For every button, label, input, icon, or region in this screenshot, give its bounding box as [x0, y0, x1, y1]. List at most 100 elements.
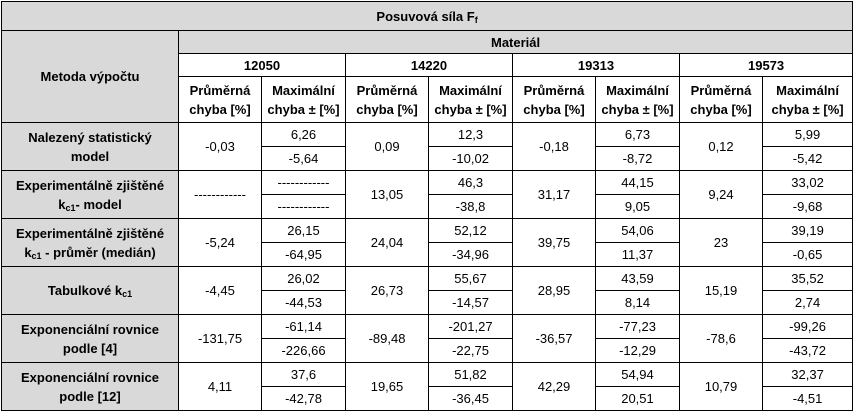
avg-error-cell: 24,04	[345, 218, 429, 267]
max-error-header-line1: Maximální	[272, 82, 335, 98]
method-label-line2: model	[70, 148, 110, 164]
avg-error-cell: 31,17	[512, 170, 596, 219]
max-error-top-cell: 39,19	[761, 218, 853, 243]
material-header: Materiál	[177, 30, 853, 54]
max-error-header: Maximální chyba ± [%]	[428, 76, 513, 123]
table-title-text: Posuvová síla F	[376, 8, 475, 24]
avg-error-header-line1: Průměrná	[356, 82, 418, 98]
max-error-header: Maximální chyba ± [%]	[595, 76, 680, 123]
max-error-bottom-cell: 20,51	[595, 386, 680, 411]
table-title: Posuvová síla Ff	[0, 1, 853, 31]
avg-error-cell: 4,11	[178, 362, 262, 411]
max-error-top-cell: 37,6	[261, 362, 346, 387]
avg-error-cell: 0,12	[679, 122, 763, 171]
method-label-symbol: k	[58, 196, 66, 212]
max-error-bottom-cell: -43,72	[761, 338, 853, 363]
avg-error-header-line1: Průměrná	[189, 82, 251, 98]
max-error-bottom-cell: -5,42	[761, 146, 853, 171]
avg-error-header-line2: chyba [%]	[690, 101, 752, 117]
max-error-bottom-cell: -42,78	[261, 386, 346, 411]
max-error-header-line1: Maximální	[439, 82, 502, 98]
avg-error-header-line1: Průměrná	[523, 82, 585, 98]
method-label-line2: - průměr (medián)	[41, 244, 156, 260]
material-name: 19573	[678, 53, 853, 77]
avg-error-cell: -5,24	[178, 218, 262, 267]
max-error-bottom-cell: -10,02	[428, 146, 513, 171]
avg-error-cell: 19,65	[345, 362, 429, 411]
method-label-line1: Tabulkové k	[47, 283, 123, 298]
max-error-bottom-cell: -12,29	[595, 338, 680, 363]
max-error-header: Maximální chyba ± [%]	[261, 76, 346, 123]
method-label-line1: Experimentálně zjištěné	[15, 225, 165, 241]
avg-error-cell: 23	[679, 218, 763, 267]
avg-error-cell: 26,73	[345, 266, 429, 315]
max-error-top-cell: 26,15	[261, 218, 346, 243]
max-error-top-cell: -99,26	[761, 314, 853, 339]
max-error-header: Maximální chyba ± [%]	[761, 76, 853, 123]
max-error-bottom-cell: -38,8	[428, 194, 513, 219]
method-label-line1: Nalezený statistický	[28, 129, 152, 145]
method-label-line1: Exponenciální rovnice	[21, 369, 159, 385]
avg-error-cell: -89,48	[345, 314, 429, 363]
method-label: Exponenciální rovnice podle [4]	[1, 314, 179, 363]
method-label-subscript: c1	[31, 250, 42, 261]
max-error-bottom-cell: -0,65	[761, 242, 853, 267]
max-error-header-line2: chyba ± [%]	[601, 101, 674, 117]
avg-error-header-line2: chyba [%]	[523, 101, 585, 117]
max-error-bottom-cell: 2,74	[761, 290, 853, 315]
max-error-top-cell: 6,73	[595, 122, 680, 147]
max-error-top-cell: -201,27	[428, 314, 513, 339]
avg-error-header: Průměrná chyba [%]	[679, 76, 763, 123]
avg-error-cell: 10,79	[679, 362, 763, 411]
max-error-top-cell: -77,23	[595, 314, 680, 339]
method-label-line2: podle [12]	[59, 388, 121, 404]
max-error-bottom-cell: -5,64	[261, 146, 346, 171]
max-error-header-line2: chyba ± [%]	[267, 101, 340, 117]
avg-error-cell: 28,95	[512, 266, 596, 315]
table-title-subscript: f	[474, 14, 478, 25]
max-error-header-line1: Maximální	[776, 82, 839, 98]
max-error-top-cell: 46,3	[428, 170, 513, 195]
max-error-top-cell: 55,67	[428, 266, 513, 291]
material-name: 12050	[178, 53, 346, 77]
max-error-top-cell: 52,12	[428, 218, 513, 243]
max-error-top-cell: 33,02	[761, 170, 853, 195]
avg-error-cell: 9,24	[679, 170, 763, 219]
max-error-bottom-cell: 9,05	[595, 194, 680, 219]
method-label: Exponenciální rovnice podle [12]	[1, 362, 179, 411]
max-error-bottom-cell: -226,66	[261, 338, 346, 363]
max-error-top-cell: 32,37	[761, 362, 853, 387]
max-error-top-cell: 43,59	[595, 266, 680, 291]
avg-error-header-line2: chyba [%]	[189, 101, 251, 117]
avg-error-cell: ------------	[178, 170, 262, 219]
method-label-subscript: c1	[65, 202, 76, 213]
max-error-bottom-cell: ------------	[261, 194, 346, 219]
avg-error-header: Průměrná chyba [%]	[178, 76, 262, 123]
max-error-header-line1: Maximální	[606, 82, 669, 98]
max-error-bottom-cell: -22,75	[428, 338, 513, 363]
avg-error-cell: -131,75	[178, 314, 262, 363]
method-label-line1: Exponenciální rovnice	[21, 321, 159, 337]
method-label-symbol: k	[24, 244, 32, 260]
max-error-bottom-cell: -9,68	[761, 194, 853, 219]
method-label: Tabulkové kc1	[1, 266, 179, 315]
material-name: 19313	[512, 53, 680, 77]
avg-error-cell: 15,19	[679, 266, 763, 315]
method-label-line1: Experimentálně zjištěné	[15, 177, 165, 193]
max-error-bottom-cell: 8,14	[595, 290, 680, 315]
max-error-top-cell: 6,26	[261, 122, 346, 147]
max-error-header-line2: chyba ± [%]	[771, 101, 844, 117]
method-label-line2: podle [4]	[62, 340, 118, 356]
max-error-top-cell: 54,06	[595, 218, 680, 243]
avg-error-header-line1: Průměrná	[690, 82, 752, 98]
method-label: Experimentálně zjištěné kc1 - průměr (med…	[1, 218, 179, 267]
avg-error-cell: 42,29	[512, 362, 596, 411]
max-error-top-cell: 51,82	[428, 362, 513, 387]
max-error-top-cell: 44,15	[595, 170, 680, 195]
avg-error-header: Průměrná chyba [%]	[345, 76, 429, 123]
method-header: Metoda výpočtu	[1, 30, 179, 123]
avg-error-cell: 39,75	[512, 218, 596, 267]
method-label: Nalezený statistický model	[1, 122, 179, 171]
max-error-bottom-cell: -34,96	[428, 242, 513, 267]
